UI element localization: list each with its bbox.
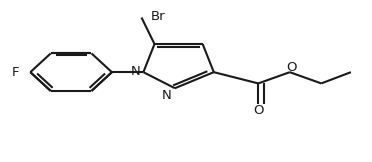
Text: Br: Br [151, 10, 166, 23]
Text: O: O [253, 104, 263, 117]
Text: O: O [286, 61, 297, 74]
Text: N: N [131, 65, 140, 78]
Text: N: N [162, 89, 172, 102]
Text: F: F [12, 66, 19, 79]
